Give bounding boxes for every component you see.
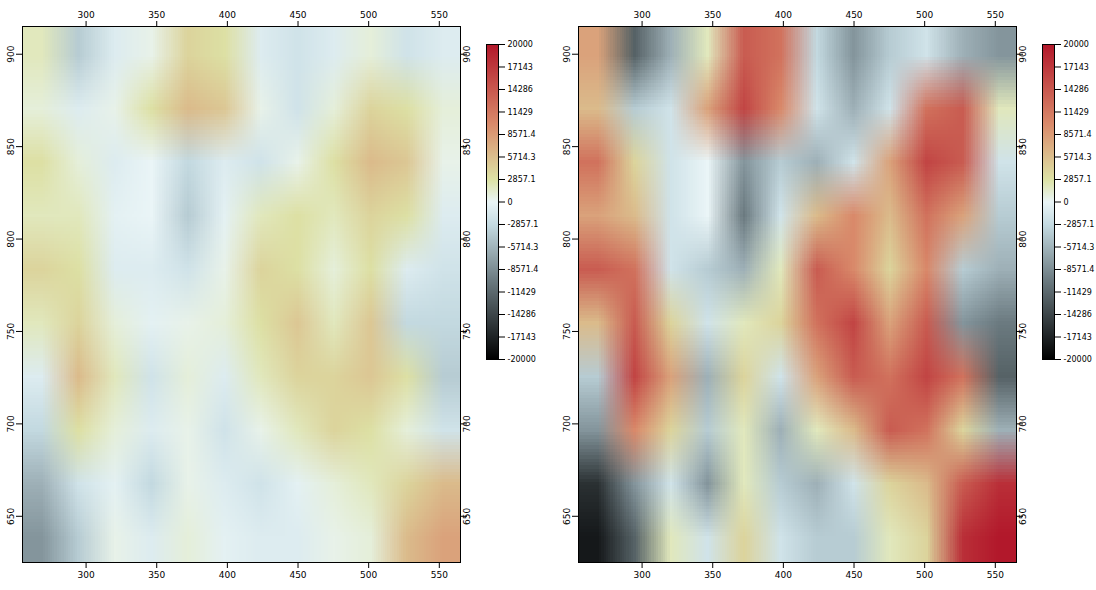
- svg-text:650: 650: [6, 507, 16, 524]
- svg-text:300: 300: [633, 10, 650, 20]
- svg-text:-5714.3: -5714.3: [508, 243, 539, 252]
- svg-text:-8571.4: -8571.4: [508, 265, 539, 274]
- svg-text:650: 650: [462, 507, 472, 524]
- svg-text:550: 550: [987, 10, 1004, 20]
- svg-text:500: 500: [916, 10, 933, 20]
- svg-text:800: 800: [6, 230, 16, 247]
- svg-text:450: 450: [289, 10, 306, 20]
- svg-text:11429: 11429: [1064, 108, 1089, 117]
- svg-text:850: 850: [1018, 138, 1028, 155]
- svg-text:-20000: -20000: [508, 355, 536, 364]
- svg-text:8571.4: 8571.4: [1064, 130, 1092, 139]
- svg-text:20000: 20000: [1064, 40, 1089, 49]
- svg-text:0: 0: [1064, 198, 1069, 207]
- svg-text:750: 750: [1018, 323, 1028, 340]
- svg-text:11429: 11429: [508, 108, 533, 117]
- svg-text:500: 500: [360, 10, 377, 20]
- svg-text:350: 350: [704, 570, 721, 580]
- svg-text:900: 900: [1018, 45, 1028, 62]
- svg-text:300: 300: [633, 570, 650, 580]
- svg-text:350: 350: [148, 10, 165, 20]
- svg-text:8571.4: 8571.4: [508, 130, 536, 139]
- svg-text:400: 400: [775, 10, 792, 20]
- svg-text:900: 900: [462, 45, 472, 62]
- svg-text:800: 800: [1018, 230, 1028, 247]
- svg-text:850: 850: [562, 138, 572, 155]
- svg-text:550: 550: [431, 570, 448, 580]
- svg-text:550: 550: [431, 10, 448, 20]
- svg-text:-11429: -11429: [1064, 288, 1092, 297]
- svg-text:-20000: -20000: [1064, 355, 1092, 364]
- svg-text:750: 750: [562, 323, 572, 340]
- svg-text:-5714.3: -5714.3: [1064, 243, 1095, 252]
- svg-text:500: 500: [360, 570, 377, 580]
- svg-text:14286: 14286: [508, 85, 533, 94]
- svg-text:700: 700: [6, 415, 16, 432]
- svg-text:-11429: -11429: [508, 288, 536, 297]
- svg-text:14286: 14286: [1064, 85, 1089, 94]
- svg-text:500: 500: [916, 570, 933, 580]
- svg-text:900: 900: [562, 45, 572, 62]
- svg-text:750: 750: [6, 323, 16, 340]
- svg-text:700: 700: [1018, 415, 1028, 432]
- svg-text:700: 700: [462, 415, 472, 432]
- svg-text:350: 350: [704, 10, 721, 20]
- svg-text:300: 300: [77, 570, 94, 580]
- svg-text:900: 900: [6, 45, 16, 62]
- svg-text:0: 0: [508, 198, 513, 207]
- svg-text:-2857.1: -2857.1: [1064, 220, 1095, 229]
- svg-text:800: 800: [462, 230, 472, 247]
- svg-text:5714.3: 5714.3: [508, 153, 536, 162]
- svg-text:850: 850: [462, 138, 472, 155]
- svg-text:450: 450: [845, 570, 862, 580]
- svg-text:-2857.1: -2857.1: [508, 220, 539, 229]
- svg-text:-8571.4: -8571.4: [1064, 265, 1095, 274]
- svg-text:-14286: -14286: [508, 310, 536, 319]
- svg-text:350: 350: [148, 570, 165, 580]
- svg-text:450: 450: [289, 570, 306, 580]
- svg-text:750: 750: [462, 323, 472, 340]
- svg-text:650: 650: [1018, 507, 1028, 524]
- svg-text:-14286: -14286: [1064, 310, 1092, 319]
- svg-text:2857.1: 2857.1: [1064, 175, 1092, 184]
- svg-text:650: 650: [562, 507, 572, 524]
- svg-text:400: 400: [775, 570, 792, 580]
- svg-text:700: 700: [562, 415, 572, 432]
- svg-text:-17143: -17143: [508, 333, 536, 342]
- svg-text:2857.1: 2857.1: [508, 175, 536, 184]
- svg-text:850: 850: [6, 138, 16, 155]
- svg-text:450: 450: [845, 10, 862, 20]
- svg-text:400: 400: [219, 570, 236, 580]
- svg-text:400: 400: [219, 10, 236, 20]
- svg-text:17143: 17143: [508, 63, 533, 72]
- svg-text:300: 300: [77, 10, 94, 20]
- svg-text:-17143: -17143: [1064, 333, 1092, 342]
- svg-text:20000: 20000: [508, 40, 533, 49]
- svg-text:17143: 17143: [1064, 63, 1089, 72]
- svg-text:550: 550: [987, 570, 1004, 580]
- svg-text:5714.3: 5714.3: [1064, 153, 1092, 162]
- svg-text:800: 800: [562, 230, 572, 247]
